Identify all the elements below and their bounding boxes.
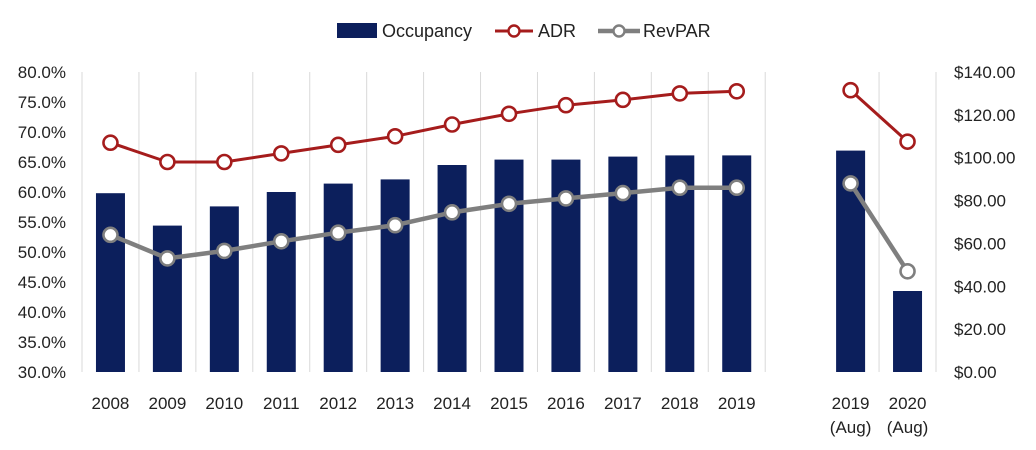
legend-adr-marker: [507, 24, 521, 38]
x-axis-tick-label: 2018: [661, 394, 699, 413]
adr-point: [216, 153, 233, 171]
adr-point: [386, 127, 404, 145]
occupancy-bar: [95, 193, 125, 372]
x-axis-tick-label: 2014: [433, 394, 471, 413]
legend-revpar-marker: [612, 24, 626, 38]
revpar-point: [671, 179, 689, 197]
revpar-point: [216, 242, 233, 260]
occupancy-bar: [494, 159, 524, 372]
x-axis-tick-label: 2017: [604, 394, 642, 413]
left-axis-tick-label: 70.0%: [18, 123, 66, 142]
adr-point: [159, 153, 176, 171]
x-axis-tick-label: 2019: [718, 394, 756, 413]
occupancy-bar: [266, 192, 296, 372]
left-axis-tick-label: 55.0%: [18, 213, 66, 232]
x-axis-tick-label: 2013: [376, 394, 414, 413]
adr-point: [899, 133, 916, 150]
left-axis-tick-label: 60.0%: [18, 183, 66, 202]
revpar-point: [386, 216, 404, 234]
x-axis-tick-label: 2016: [547, 394, 585, 413]
adr-point: [500, 105, 518, 123]
left-axis-tick-label: 40.0%: [18, 303, 66, 322]
x-axis-tick-sublabel: (Aug): [887, 418, 929, 437]
left-axis-tick-label: 35.0%: [18, 333, 66, 352]
occupancy-bar: [152, 225, 182, 372]
left-axis-tick-label: 50.0%: [18, 243, 66, 262]
revpar-line: [109, 185, 737, 261]
revpar-point: [272, 232, 290, 250]
legend-occupancy-swatch: [337, 23, 377, 38]
adr-point: [102, 134, 119, 152]
right-axis-tick-label: $100.00: [954, 149, 1015, 168]
right-axis-tick-label: $140.00: [954, 63, 1015, 82]
revpar-point: [443, 204, 461, 221]
revpar-point: [159, 250, 176, 267]
adr-point: [443, 116, 461, 133]
legend-adr-label: ADR: [538, 21, 576, 41]
x-axis-tick-label: 2010: [205, 394, 243, 413]
left-axis-tick-label: 30.0%: [18, 363, 66, 382]
revpar-point: [557, 190, 575, 207]
x-axis-tick-label: 2008: [92, 394, 130, 413]
x-axis-tick-label: 2020: [889, 394, 927, 413]
right-axis-tick-label: $60.00: [954, 234, 1006, 253]
adr-point: [842, 81, 859, 99]
left-axis-tick-label: 65.0%: [18, 153, 66, 172]
revpar-point: [500, 195, 518, 213]
left-axis-tick-label: 80.0%: [18, 63, 66, 82]
legend-revpar-label: RevPAR: [643, 21, 711, 41]
x-axis-tick-label: 2009: [148, 394, 186, 413]
adr-point: [272, 145, 290, 162]
right-axis-tick-label: $120.00: [954, 106, 1015, 125]
x-axis-tick-label: 2019: [832, 394, 870, 413]
revpar-point: [614, 184, 632, 202]
occupancy-bar: [380, 179, 410, 372]
adr-point: [614, 91, 632, 109]
revpar-point: [728, 179, 746, 197]
x-axis-tick-label: 2011: [263, 394, 300, 413]
occupancy-bar: [323, 183, 353, 372]
adr-point: [329, 136, 347, 154]
occupancy-bar: [893, 291, 923, 372]
legend-occupancy-label: Occupancy: [382, 21, 472, 41]
x-axis-tick-label: 2012: [319, 394, 357, 413]
revpar-point: [329, 224, 347, 242]
revpar-line: [848, 182, 910, 273]
adr-line: [110, 89, 737, 164]
occupancy-bar: [437, 165, 467, 372]
adr-point: [557, 96, 575, 114]
adr-line: [849, 89, 909, 143]
adr-point: [728, 82, 746, 100]
adr-point: [671, 85, 689, 102]
x-axis-tick-sublabel: (Aug): [830, 418, 872, 437]
left-axis-tick-label: 45.0%: [18, 273, 66, 292]
left-axis-tick-label: 75.0%: [18, 93, 66, 112]
revpar-point: [842, 175, 859, 192]
revpar-point: [899, 262, 916, 280]
right-axis-tick-label: $20.00: [954, 320, 1006, 339]
right-axis-tick-label: $80.00: [954, 192, 1006, 211]
x-axis-tick-label: 2015: [490, 394, 528, 413]
right-axis-tick-label: $40.00: [954, 277, 1006, 296]
occupancy-bar: [209, 206, 239, 372]
revpar-point: [102, 226, 119, 244]
right-axis-tick-label: $0.00: [954, 363, 997, 382]
